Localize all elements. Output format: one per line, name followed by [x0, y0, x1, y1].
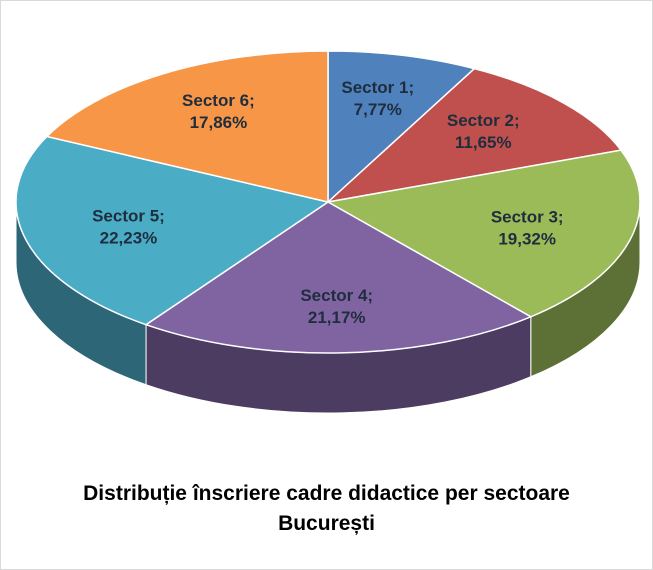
- slice-label: Sector 2;: [447, 111, 520, 130]
- slice: [327, 50, 476, 204]
- slice: [144, 201, 533, 354]
- chart-title: Distribuție înscriere cadre didactice pe…: [83, 482, 570, 535]
- slice: [45, 50, 329, 203]
- slice-value-label: 19,32%: [498, 229, 556, 248]
- chart: Sector 1; 7,77% Sector 2; 11,65% Sector 3; 19…: [15, 50, 641, 414]
- slice-value-label: 22,23%: [100, 229, 158, 248]
- slice-label: Sector 5;: [92, 207, 165, 226]
- slice: [325, 149, 641, 318]
- slice-label: Sector 1;: [341, 78, 414, 97]
- slice-value-label: 11,65%: [455, 133, 512, 152]
- slice: [15, 135, 330, 326]
- slice-value-label: 21,17%: [308, 308, 366, 327]
- slice-label: Sector 4;: [300, 286, 373, 305]
- slice-label: Sector 6;: [182, 91, 255, 110]
- slice-value-label: 7,77%: [354, 100, 402, 119]
- slice-value-label: 17,86%: [190, 113, 248, 132]
- slice: [325, 67, 623, 204]
- slice-label: Sector 3;: [491, 207, 564, 226]
